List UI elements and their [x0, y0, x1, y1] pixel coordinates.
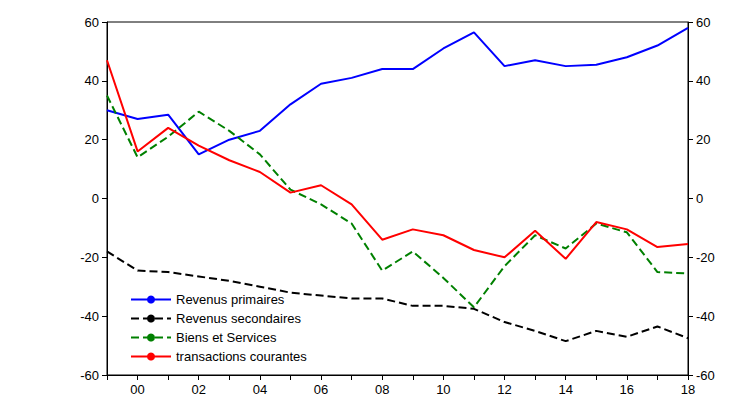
svg-text:-40: -40 [80, 309, 99, 324]
svg-text:08: 08 [375, 382, 389, 397]
svg-text:transactions courantes: transactions courantes [176, 349, 307, 364]
svg-text:-60: -60 [696, 368, 715, 383]
svg-text:0: 0 [696, 191, 703, 206]
svg-text:20: 20 [696, 132, 710, 147]
svg-text:06: 06 [314, 382, 328, 397]
svg-text:10: 10 [436, 382, 450, 397]
svg-text:-40: -40 [696, 309, 715, 324]
svg-text:12: 12 [497, 382, 511, 397]
svg-text:-20: -20 [696, 250, 715, 265]
svg-text:20: 20 [85, 132, 99, 147]
svg-text:60: 60 [85, 15, 99, 30]
svg-text:02: 02 [192, 382, 206, 397]
svg-text:60: 60 [696, 15, 710, 30]
svg-text:-60: -60 [80, 368, 99, 383]
svg-text:0: 0 [92, 191, 99, 206]
svg-text:14: 14 [558, 382, 572, 397]
svg-text:Biens et Services: Biens et Services [176, 330, 277, 345]
svg-text:40: 40 [85, 73, 99, 88]
svg-text:Revenus secondaires: Revenus secondaires [176, 311, 302, 326]
svg-text:40: 40 [696, 73, 710, 88]
svg-text:00: 00 [130, 382, 144, 397]
svg-text:04: 04 [253, 382, 267, 397]
svg-text:-20: -20 [80, 250, 99, 265]
svg-text:16: 16 [620, 382, 634, 397]
svg-text:18: 18 [681, 382, 695, 397]
svg-text:Revenus primaires: Revenus primaires [176, 292, 285, 307]
